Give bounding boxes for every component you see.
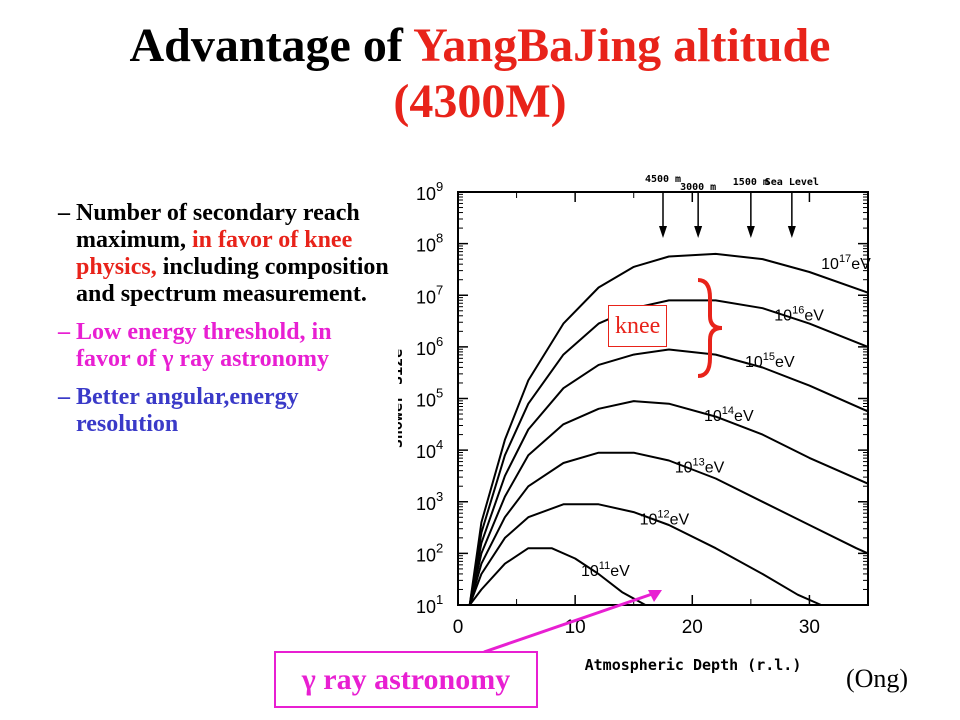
x-axis-title: Atmospheric Depth (r.l.)	[585, 656, 802, 674]
y-tick-label: 107	[416, 282, 443, 307]
x-tick-label: 30	[799, 617, 820, 638]
y-tick-label: 104	[416, 437, 443, 462]
y-tick-label: 105	[416, 386, 443, 411]
x-tick-label: 0	[453, 617, 464, 638]
series-label: 1013eV	[675, 457, 725, 477]
bullet-gamma-astronomy: – Low energy threshold, in favor of γ ra…	[44, 319, 389, 373]
series-line	[468, 400, 869, 606]
credit-label: (Ong)	[846, 664, 909, 693]
bullet-list: – Number of secondary reach maximum, in …	[44, 200, 389, 449]
bullet-dash: –	[58, 384, 70, 410]
bullet-text-highlight: in favor of knee physics,	[76, 227, 353, 280]
bullet-resolution: – Better angular,energy resolution	[44, 384, 389, 438]
y-axis-title: Shower Size	[398, 349, 406, 448]
bullet-dash: –	[58, 319, 70, 345]
bullet-text: Better angular,energy resolution	[76, 384, 299, 437]
altitude-marker-label: 3000 m	[680, 182, 716, 193]
y-tick-label: 108	[416, 231, 443, 256]
series-line	[468, 348, 869, 606]
series-label: 1012eV	[640, 508, 690, 528]
gamma-ray-astronomy-label: γ ray astronomy	[274, 651, 538, 708]
knee-brace-icon	[697, 278, 723, 378]
series-label: 1014eV	[704, 405, 754, 425]
altitude-marker-arrow	[659, 226, 667, 238]
series-label: 1015eV	[745, 351, 795, 371]
title-line-1: Advantage of YangBaJing altitude	[0, 18, 960, 74]
series-label: 1011eV	[581, 560, 630, 580]
series-line	[468, 503, 822, 606]
altitude-marker-label: Sea Level	[765, 177, 819, 188]
y-tick-label: 101	[416, 592, 443, 617]
y-tick-label: 109	[416, 179, 443, 204]
bullet-knee-physics: – Number of secondary reach maximum, in …	[44, 200, 389, 308]
bullet-text-part1: Number of secondary reach maximum,	[76, 200, 360, 253]
series-line	[468, 547, 646, 606]
bullet-dash: –	[58, 200, 70, 226]
altitude-marker-arrow	[694, 226, 703, 238]
x-tick-label: 20	[682, 617, 703, 638]
title-location: YangBaJing altitude	[413, 19, 831, 72]
series-label: 1017eV	[821, 253, 871, 273]
bullet-text-part2: including composition and spectrum measu…	[76, 254, 389, 307]
gamma-arrow-icon	[483, 590, 662, 654]
altitude-marker-arrow	[746, 226, 755, 238]
series-label: 1016eV	[774, 304, 824, 324]
series-line	[468, 451, 869, 606]
title-altitude: (4300M)	[393, 75, 567, 128]
series-line	[468, 252, 869, 606]
altitude-marker-arrow	[787, 226, 796, 238]
y-tick-label: 103	[416, 489, 443, 514]
plot-frame	[457, 191, 869, 606]
bullet-text: Low energy threshold, in favor of γ ray …	[76, 319, 332, 372]
altitude-marker-label: 1500 m	[733, 177, 769, 188]
y-tick-label: 106	[416, 334, 443, 359]
altitude-marker-label: 4500 m	[645, 174, 681, 185]
y-tick-label: 102	[416, 540, 443, 565]
knee-label: knee	[608, 305, 668, 347]
title-prefix: Advantage of	[129, 19, 414, 72]
slide-title: Advantage of YangBaJing altitude (4300M)	[0, 18, 960, 130]
series-line	[468, 299, 869, 606]
